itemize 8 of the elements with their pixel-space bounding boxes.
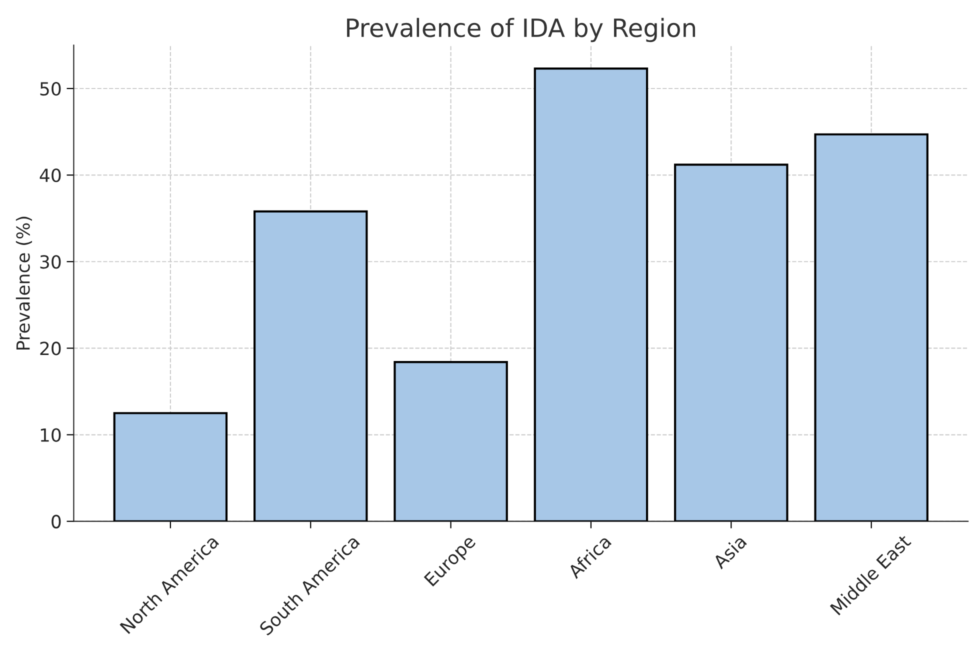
y-axis-title: Prevalence (%) bbox=[16, 216, 32, 350]
y-tick-label: 20 bbox=[40, 342, 61, 356]
y-tick-label: 30 bbox=[40, 255, 61, 269]
y-tick-label: 50 bbox=[40, 82, 61, 96]
y-tick-label: 0 bbox=[52, 514, 61, 528]
chart-title: Prevalence of IDA by Region bbox=[347, 18, 696, 42]
y-tick-label: 10 bbox=[40, 428, 61, 442]
y-tick-label: 40 bbox=[40, 168, 61, 182]
